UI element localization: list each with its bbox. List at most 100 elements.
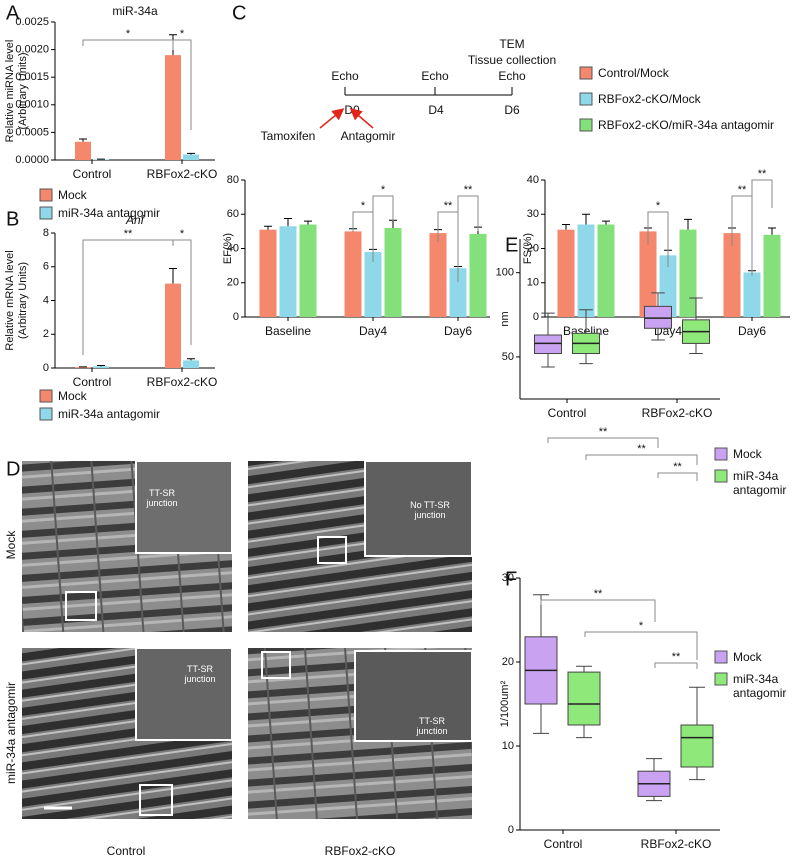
bar <box>299 224 317 317</box>
bar <box>75 141 91 160</box>
bar <box>75 367 91 368</box>
legend-swatch <box>579 66 593 80</box>
y-tick-label: 40 <box>527 174 539 186</box>
significance-bracket <box>547 437 659 448</box>
legend-label: RBFox2-cKO/Mock <box>598 92 701 106</box>
significance-bracket <box>584 631 698 660</box>
y-tick-label: 20 <box>502 656 514 668</box>
significance-bracket <box>647 211 669 267</box>
bar <box>597 224 615 317</box>
error-bar <box>304 220 312 225</box>
y-tick-label: 60 <box>227 208 239 220</box>
y-tick-label: 0.0000 <box>15 154 49 166</box>
significance-label: * <box>639 620 644 632</box>
legend-label: miR-34a antagomir <box>58 407 161 421</box>
legend-swatch <box>714 447 728 461</box>
significance-bracket <box>372 195 394 256</box>
significance-bracket <box>172 39 192 130</box>
bar <box>639 231 657 317</box>
legend-label: Mock <box>733 650 762 664</box>
legend-swatch <box>39 407 53 421</box>
bar <box>723 233 741 317</box>
column-label: Control <box>107 844 146 858</box>
bar <box>679 229 697 317</box>
zoom-box <box>317 536 347 564</box>
error-bar <box>169 267 177 284</box>
y-tick-label: 10 <box>527 277 539 289</box>
y-tick-label: 0 <box>43 362 49 374</box>
legend-swatch <box>39 206 53 220</box>
chart-title: miR-34a <box>112 4 158 18</box>
error-bar <box>562 224 570 230</box>
significance-label: * <box>656 200 661 212</box>
bar <box>429 233 447 317</box>
inset <box>135 647 233 741</box>
inset-label: No TT-SR junction <box>410 500 450 520</box>
legend-label: miR-34a antagomir <box>733 672 787 700</box>
legend-swatch <box>714 650 728 664</box>
y-tick-label: 4 <box>43 294 49 306</box>
x-tick-label: RBFox2-cKO <box>147 167 218 181</box>
timeline: Echo Echo TEM Tissue collection Echo D0 … <box>261 37 556 143</box>
y-tick-label: 0.0015 <box>15 71 49 83</box>
y-axis-label: FS(%) <box>522 233 534 264</box>
significance-label: ** <box>444 200 453 212</box>
y-tick-label: 100 <box>496 267 514 279</box>
panel-label: D <box>6 458 20 480</box>
y-tick-label: 20 <box>527 242 539 254</box>
significance-label: ** <box>672 651 681 663</box>
timeline-event: Echo <box>331 69 359 83</box>
panel-label: E <box>505 234 518 256</box>
x-tick-label: Day4 <box>359 324 387 338</box>
timeline-event: TEM <box>499 37 524 51</box>
significance-label: * <box>381 184 386 196</box>
significance-label: ** <box>738 184 747 196</box>
bar <box>763 234 781 317</box>
inset <box>354 650 473 742</box>
significance-label: ** <box>673 461 682 473</box>
legend-label: Mock <box>58 188 87 202</box>
box <box>567 671 601 726</box>
significance-bracket <box>751 179 773 270</box>
timeline-day: D6 <box>504 103 520 117</box>
y-tick-label: 10 <box>502 740 514 752</box>
bar <box>577 224 595 317</box>
y-tick-label: 50 <box>502 351 514 363</box>
x-tick-label: RBFox2-cKO <box>642 406 713 420</box>
y-axis-label: (Arbitrary Units) <box>17 262 29 339</box>
arrow <box>349 108 374 129</box>
legend-label: Control/Mock <box>598 66 669 80</box>
significance-bracket <box>82 39 174 50</box>
y-axis-label: 1/100um² <box>499 680 511 727</box>
legend-swatch <box>39 389 53 403</box>
bar <box>344 231 362 317</box>
legend-label: RBFox2-cKO/miR-34a antagomir <box>598 118 775 132</box>
y-tick-label: 0.0020 <box>15 44 49 56</box>
bar <box>449 268 467 317</box>
legend-label: miR-34a antagomir <box>733 469 787 497</box>
significance-label: * <box>180 228 185 240</box>
significance-bracket <box>457 195 479 276</box>
x-tick-label: Control <box>73 167 112 181</box>
box <box>534 334 562 355</box>
y-tick-label: 0.0005 <box>15 126 49 138</box>
y-tick-label: 0 <box>533 311 539 323</box>
panel-label: B <box>6 208 19 230</box>
y-tick-label: 0 <box>233 311 239 323</box>
legend-swatch <box>714 469 728 483</box>
legend-swatch <box>579 118 593 132</box>
bar <box>93 366 109 368</box>
x-tick-label: RBFox2-cKO <box>641 837 712 851</box>
bar <box>279 226 297 317</box>
bar <box>557 229 575 317</box>
zoom-box <box>261 651 291 679</box>
row-label: miR-34a antagomir <box>4 682 18 784</box>
significance-label: * <box>361 200 366 212</box>
bar <box>259 229 277 317</box>
legend-swatch <box>579 92 593 106</box>
error-bar <box>284 218 292 227</box>
panel-label: C <box>232 2 246 24</box>
x-tick-label: Day6 <box>444 324 472 338</box>
